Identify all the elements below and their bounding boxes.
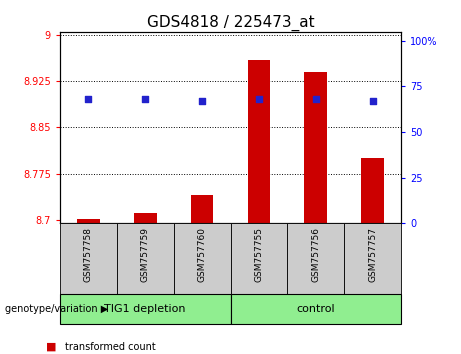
Text: GSM757758: GSM757758	[84, 227, 93, 281]
Point	[142, 96, 149, 102]
Point	[369, 98, 376, 104]
Text: GSM757759: GSM757759	[141, 227, 150, 281]
Text: GSM757757: GSM757757	[368, 227, 377, 281]
Point	[198, 98, 206, 104]
Text: control: control	[296, 304, 335, 314]
Bar	[77, 219, 100, 223]
Bar	[248, 59, 270, 223]
Point	[85, 96, 92, 102]
Text: TIG1 depletion: TIG1 depletion	[105, 304, 186, 314]
Text: transformed count: transformed count	[65, 342, 155, 352]
Title: GDS4818 / 225473_at: GDS4818 / 225473_at	[147, 14, 314, 30]
Bar	[134, 212, 157, 223]
Text: ■: ■	[46, 342, 57, 352]
Text: genotype/variation ▶: genotype/variation ▶	[5, 304, 108, 314]
Bar	[304, 72, 327, 223]
Text: GSM757755: GSM757755	[254, 227, 263, 281]
Text: GSM757760: GSM757760	[198, 227, 207, 281]
Point	[255, 96, 263, 102]
Point	[312, 96, 319, 102]
Bar	[361, 158, 384, 223]
Bar	[191, 195, 213, 223]
Text: GSM757756: GSM757756	[311, 227, 320, 281]
